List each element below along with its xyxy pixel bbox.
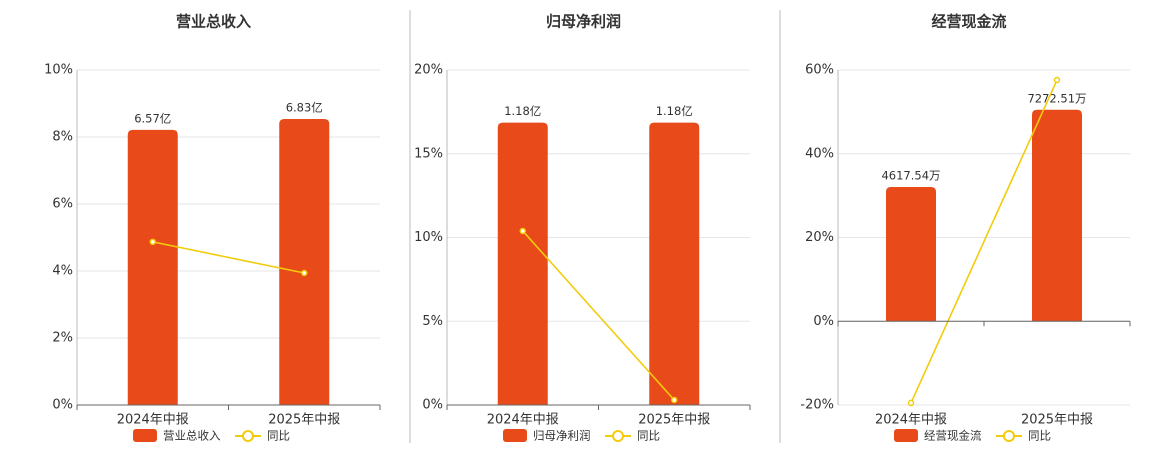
bar: [279, 118, 330, 406]
point: [671, 396, 678, 404]
legend-label: 同比: [267, 429, 290, 443]
y-tick-label: 6%: [52, 197, 73, 212]
value-label: 7272.51万: [1027, 91, 1086, 105]
legend-marker: [612, 430, 624, 442]
bar: [886, 186, 936, 322]
line: [522, 230, 675, 401]
line: [910, 79, 1058, 404]
y-tick-label: 0%: [813, 314, 834, 329]
legend-label: 同比: [637, 429, 660, 443]
chart-title: 归母净利润: [546, 13, 621, 31]
line: [152, 241, 305, 274]
value-label: 4617.54万: [881, 168, 940, 182]
x-tick-label: 2024年中报: [875, 413, 947, 428]
bar: [127, 129, 178, 405]
y-tick-label: 20%: [414, 63, 443, 78]
y-tick-label: 0%: [52, 398, 73, 413]
y-tick-label: 40%: [805, 146, 834, 161]
legend-swatch: [133, 429, 157, 442]
y-tick-label: 2%: [52, 331, 73, 346]
x-tick-label: 2025年中报: [1021, 413, 1093, 428]
legend-swatch: [503, 429, 527, 442]
point: [519, 227, 526, 235]
y-tick-label: -20%: [800, 398, 834, 413]
y-tick-label: 0%: [422, 398, 443, 413]
x-tick-label: 2025年中报: [638, 413, 710, 428]
point: [1053, 76, 1061, 84]
legend-label: 同比: [1028, 429, 1051, 443]
point: [907, 399, 915, 407]
legend-label: 归母净利润: [533, 429, 591, 443]
y-tick-label: 60%: [805, 63, 834, 78]
x-tick-label: 2024年中报: [487, 413, 559, 428]
value-label: 6.83亿: [286, 100, 323, 114]
legend-swatch: [894, 429, 918, 442]
y-tick-label: 15%: [414, 146, 443, 161]
chart-title: 营业总收入: [176, 13, 251, 31]
y-tick-label: 4%: [52, 264, 73, 279]
x-tick-label: 2025年中报: [268, 413, 340, 428]
point: [301, 269, 308, 277]
bar: [497, 122, 548, 406]
value-label: 1.18亿: [656, 104, 693, 118]
x-tick-label: 2024年中报: [117, 413, 189, 428]
point: [149, 238, 156, 246]
bar: [649, 122, 700, 406]
y-tick-label: 10%: [414, 230, 443, 245]
legend-label: 经营现金流: [924, 429, 982, 443]
y-tick-label: 10%: [44, 63, 73, 78]
legend-label: 营业总收入: [163, 429, 221, 443]
bar: [1032, 109, 1082, 322]
y-tick-label: 8%: [52, 130, 73, 145]
chart-title: 经营现金流: [931, 13, 1006, 31]
legend-marker: [242, 430, 254, 442]
value-label: 1.18亿: [504, 104, 541, 118]
y-tick-label: 20%: [805, 230, 834, 245]
value-label: 6.57亿: [134, 111, 171, 125]
y-tick-label: 5%: [422, 314, 443, 329]
legend-marker: [1003, 430, 1015, 442]
